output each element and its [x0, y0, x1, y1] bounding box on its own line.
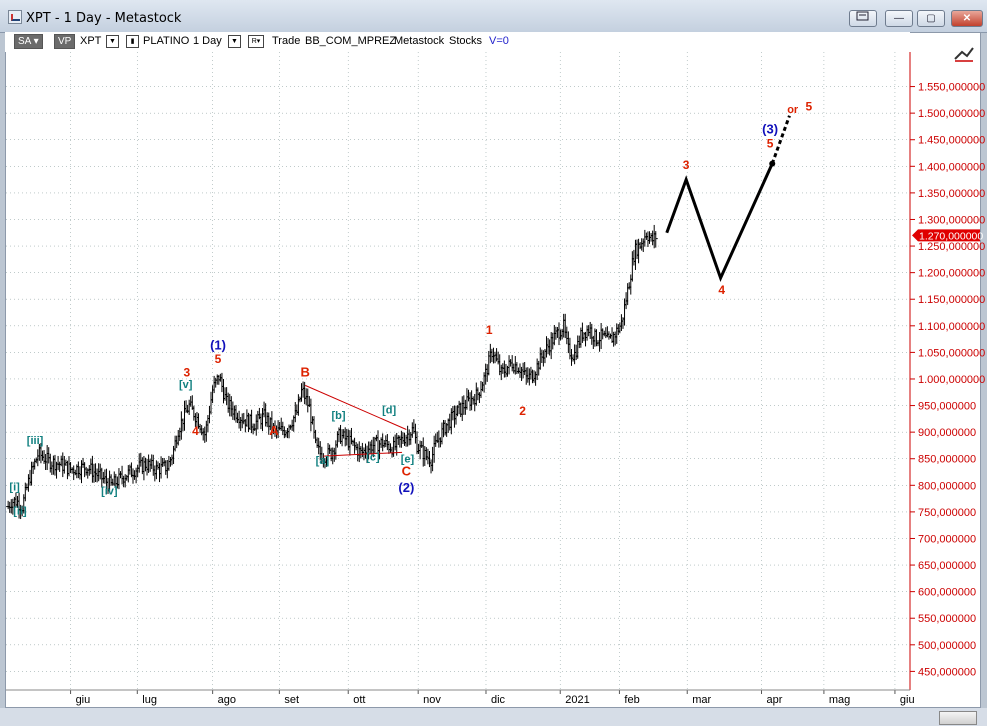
y-tick-label: 500,000000: [918, 640, 976, 652]
wave-label[interactable]: (1): [210, 338, 226, 353]
security-name[interactable]: PLATINO: [143, 35, 190, 47]
x-tick-label: apr: [766, 694, 782, 706]
y-tick-label: 950,000000: [918, 401, 976, 413]
window-title: XPT - 1 Day - Metastock: [26, 11, 182, 26]
x-tick-label: giu: [76, 694, 91, 706]
wave-label[interactable]: 5: [215, 352, 222, 366]
x-tick-label: dic: [491, 694, 506, 706]
wave-label[interactable]: C: [402, 464, 412, 479]
sa-label: SA: [18, 36, 31, 47]
x-tick-label: nov: [423, 694, 441, 706]
y-tick-label: 1.000,000000: [918, 374, 985, 386]
wave-projection-dotted-line[interactable]: [770, 115, 791, 165]
trade-label[interactable]: Trade: [272, 35, 301, 47]
wave-label[interactable]: A: [269, 423, 279, 438]
y-tick-label: 450,000000: [918, 666, 976, 678]
x-tick-label: mag: [829, 694, 850, 706]
wave-label[interactable]: [d]: [382, 405, 396, 417]
symbol-label[interactable]: XPT: [80, 35, 102, 47]
wave-label[interactable]: [i]: [9, 482, 20, 494]
x-tick-label: lug: [142, 694, 157, 706]
wave-label[interactable]: (3): [762, 121, 778, 136]
wave-label[interactable]: [a]: [316, 455, 330, 467]
y-tick-label: 900,000000: [918, 427, 976, 439]
y-tick-label: 1.400,000000: [918, 161, 985, 173]
x-tick-label: ago: [218, 694, 236, 706]
y-tick-label: 1.200,000000: [918, 268, 985, 280]
wave-label[interactable]: 3: [183, 365, 190, 379]
periodicity-dropdown-icon[interactable]: ▼: [228, 35, 241, 48]
minimize-button[interactable]: —: [885, 10, 913, 27]
y-tick-label: 850,000000: [918, 454, 976, 466]
r-label: R: [251, 38, 257, 45]
y-tick-label: 1.450,000000: [918, 135, 985, 147]
wave-label[interactable]: [e]: [401, 453, 415, 465]
last-price-tag: [912, 229, 980, 242]
triangle-trendline[interactable]: [304, 384, 407, 430]
metastock-app-icon: [8, 10, 22, 24]
wave-projection-line[interactable]: [665, 163, 774, 282]
x-tick-label: ott: [353, 694, 365, 706]
wave-label[interactable]: 1: [486, 323, 493, 337]
x-tick-label: feb: [624, 694, 639, 706]
resize-grip-icon[interactable]: [939, 711, 977, 725]
wave-label[interactable]: 4: [718, 283, 725, 297]
wave-label[interactable]: [iv]: [101, 485, 118, 497]
wave-label[interactable]: (2): [398, 480, 414, 495]
restore-icon: [856, 11, 869, 21]
status-bar: [0, 708, 987, 726]
wave-label[interactable]: 5: [805, 99, 812, 113]
y-tick-label: 1.250,000000: [918, 241, 985, 253]
y-tick-label: 1.100,000000: [918, 321, 985, 333]
r-button[interactable]: R▾: [248, 35, 264, 48]
y-tick-label: 600,000000: [918, 587, 976, 599]
source-label: Metastock: [394, 35, 445, 47]
projection-point: [769, 160, 776, 167]
wave-label[interactable]: [ii]: [13, 506, 27, 518]
x-tick-label: set: [284, 694, 299, 706]
y-tick-label: 700,000000: [918, 533, 976, 545]
maximize-button[interactable]: ▢: [917, 10, 945, 27]
y-tick-label: 1.050,000000: [918, 347, 985, 359]
y-tick-label: 1.300,000000: [918, 214, 985, 226]
chart-panel: [5, 32, 981, 708]
sa-button[interactable]: SA ▾: [14, 34, 43, 49]
wave-label[interactable]: 3: [683, 158, 690, 172]
volume-label: V=0: [489, 35, 509, 47]
type-label: Stocks: [449, 35, 483, 47]
wave-label[interactable]: [v]: [179, 379, 193, 391]
x-tick-label: giu: [900, 694, 915, 706]
y-tick-label: 1.150,000000: [918, 294, 985, 306]
vp-button[interactable]: VP: [54, 34, 76, 49]
y-tick-label: 1.550,000000: [918, 82, 985, 94]
periodicity-label[interactable]: 1 Day: [193, 35, 222, 47]
y-tick-label: 750,000000: [918, 507, 976, 519]
trend-tool-icon[interactable]: [953, 45, 975, 63]
last-price-label: 1.270,000000: [919, 230, 983, 242]
wave-label[interactable]: 2: [519, 404, 526, 418]
security-list-icon[interactable]: ▮: [126, 35, 139, 48]
wave-label[interactable]: 4: [192, 424, 199, 438]
close-button[interactable]: ✕: [951, 10, 983, 27]
wave-label[interactable]: [b]: [332, 410, 346, 422]
y-tick-label: 550,000000: [918, 613, 976, 625]
symbol-dropdown-icon[interactable]: ▼: [106, 35, 119, 48]
wave-label[interactable]: B: [300, 364, 309, 379]
y-tick-label: 650,000000: [918, 560, 976, 572]
chart-toolbar: SA ▾ VP XPT ▼ ▮ PLATINO 1 Day ▼ R▾ Trade…: [5, 32, 910, 52]
wave-label[interactable]: [iii]: [27, 435, 44, 447]
template-label[interactable]: BB_COM_MPREZ: [305, 35, 397, 47]
y-tick-label: 800,000000: [918, 480, 976, 492]
x-tick-label: mar: [692, 694, 711, 706]
restore-chart-button[interactable]: [849, 10, 877, 27]
triangle-trendline[interactable]: [323, 451, 403, 457]
wave-label[interactable]: or: [787, 104, 799, 116]
x-tick-label: 2021: [565, 694, 589, 706]
y-tick-label: 1.500,000000: [918, 108, 985, 120]
y-tick-label: 1.350,000000: [918, 188, 985, 200]
wave-label[interactable]: [c]: [366, 451, 380, 463]
wave-label[interactable]: 5: [767, 137, 774, 151]
